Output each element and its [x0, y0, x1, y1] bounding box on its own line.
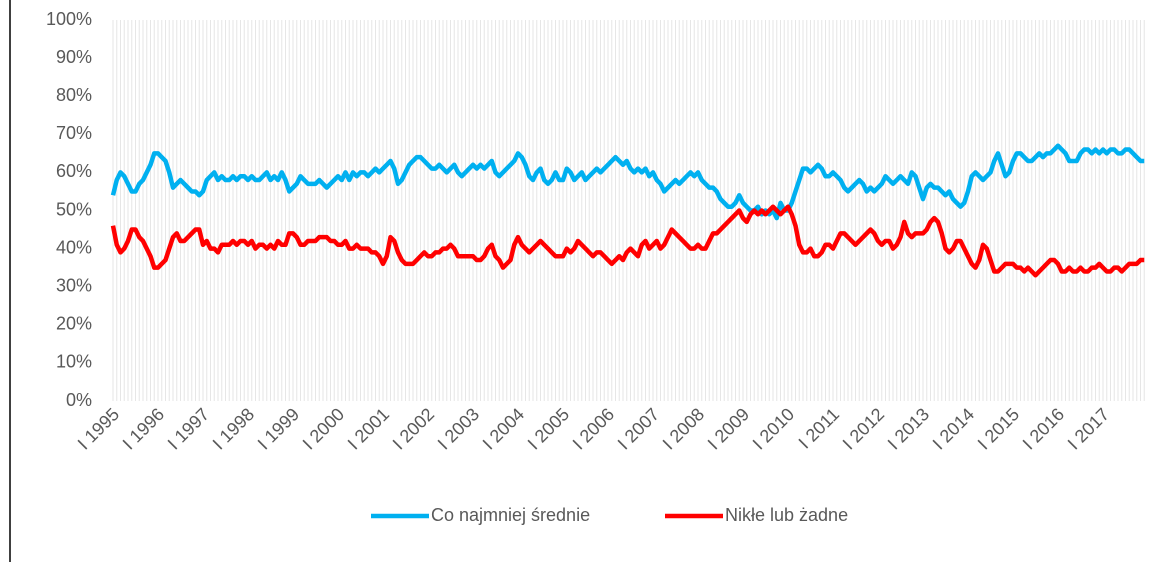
x-tick-label: I 2017	[1064, 404, 1114, 454]
x-tick-label: I 2008	[659, 404, 709, 454]
x-tick-label: I 2016	[1019, 404, 1069, 454]
x-tick-label: I 2004	[479, 404, 529, 454]
x-tick-label: I 2007	[614, 404, 664, 454]
x-tick-label: I 1998	[209, 404, 259, 454]
y-tick-label: 40%	[56, 237, 92, 257]
x-tick-label: I 2000	[299, 404, 349, 454]
x-tick-label: I 2009	[704, 404, 754, 454]
x-tick-label: I 1995	[74, 404, 124, 454]
x-tick-label: I 2013	[884, 404, 934, 454]
y-tick-label: 20%	[56, 314, 92, 334]
data-line	[110, 204, 1145, 278]
y-tick-label: 90%	[56, 47, 92, 67]
y-tick-label: 30%	[56, 275, 92, 295]
x-tick-label: I 2002	[389, 404, 439, 454]
y-tick-label: 10%	[56, 352, 92, 372]
data-line	[110, 143, 1145, 221]
x-tick-label: I 2006	[569, 404, 619, 454]
x-tick-label: I 2003	[434, 404, 484, 454]
x-tick-label: I 2011	[795, 404, 844, 453]
y-tick-label: 0%	[66, 390, 92, 410]
x-tick-label: I 2005	[524, 404, 574, 454]
legend-label: Nikłe lub żadne	[725, 505, 848, 525]
x-tick-label: I 2001	[344, 404, 394, 454]
y-tick-label: 70%	[56, 123, 92, 143]
y-tick-label: 60%	[56, 161, 92, 181]
x-tick-label: I 1999	[254, 404, 304, 454]
legend-label: Co najmniej średnie	[431, 505, 590, 525]
x-tick-label: I 2014	[929, 404, 979, 454]
x-tick-label: I 2010	[749, 404, 799, 454]
x-tick-label: I 2012	[839, 404, 889, 454]
x-tick-label: I 1997	[164, 404, 214, 454]
x-tick-label: I 2015	[974, 404, 1024, 454]
y-tick-label: 50%	[56, 199, 92, 219]
x-tick-label: I 1996	[119, 404, 169, 454]
y-tick-label: 100%	[46, 9, 92, 29]
y-tick-label: 80%	[56, 85, 92, 105]
